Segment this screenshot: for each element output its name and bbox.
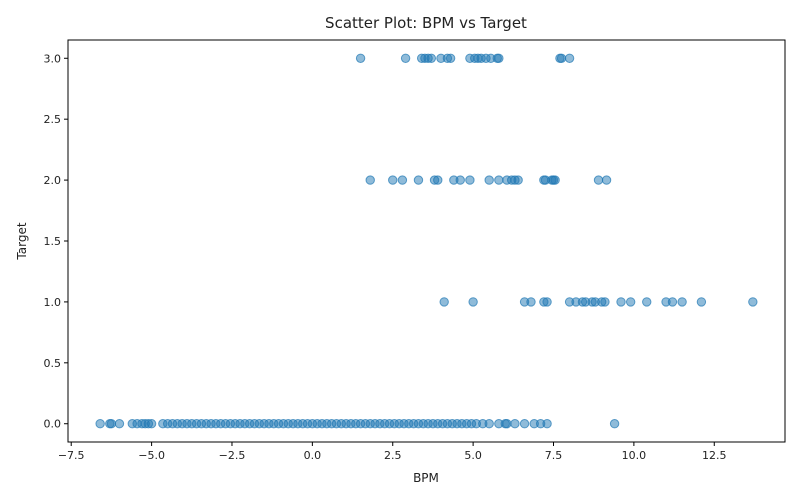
data-point <box>426 53 437 63</box>
data-point <box>388 175 398 185</box>
data-point <box>550 175 560 185</box>
data-point <box>609 419 620 429</box>
y-tick-label: 0.0 <box>44 418 62 431</box>
data-point <box>600 297 610 307</box>
x-tick-label: −5.0 <box>138 449 165 462</box>
data-point <box>510 419 520 429</box>
x-tick-label: −2.5 <box>219 449 246 462</box>
x-tick-label: 0.0 <box>304 449 322 462</box>
data-point <box>677 297 687 307</box>
y-tick-label: 3.0 <box>44 52 62 65</box>
chart-title: Scatter Plot: BPM vs Target <box>325 14 527 32</box>
x-tick-label: 12.5 <box>702 449 727 462</box>
data-point <box>455 175 465 185</box>
data-point <box>542 419 552 429</box>
y-tick-label: 2.5 <box>44 113 62 126</box>
data-point <box>642 297 652 307</box>
data-point <box>465 175 475 185</box>
data-point <box>696 297 707 307</box>
data-point <box>95 419 105 429</box>
x-tick-label: −7.5 <box>58 449 85 462</box>
y-axis-label: Target <box>15 222 29 260</box>
data-point <box>519 419 530 429</box>
data-point <box>748 297 758 307</box>
y-axis: 0.0 0.5 1.0 1.5 2.0 2.5 3.0 <box>44 52 68 431</box>
x-axis-label: BPM <box>413 471 439 485</box>
y-tick-label: 2.0 <box>44 174 62 187</box>
data-point <box>484 175 494 185</box>
data-point <box>556 53 567 63</box>
data-point <box>601 175 612 185</box>
data-points <box>95 53 758 429</box>
data-point <box>397 175 408 185</box>
data-point <box>106 419 117 429</box>
x-tick-label: 7.5 <box>545 449 563 462</box>
data-point <box>355 53 366 63</box>
x-tick-label: 2.5 <box>384 449 402 462</box>
data-point <box>625 297 636 307</box>
data-point <box>439 297 449 307</box>
data-point <box>114 419 125 429</box>
data-point <box>484 419 494 429</box>
data-point <box>445 53 456 63</box>
y-tick-label: 0.5 <box>44 357 62 370</box>
data-point <box>433 175 443 185</box>
x-tick-label: 10.0 <box>622 449 647 462</box>
data-point <box>564 53 575 63</box>
y-tick-label: 1.5 <box>44 235 62 248</box>
y-tick-label: 1.0 <box>44 296 62 309</box>
data-point <box>667 297 678 307</box>
data-point <box>542 297 552 307</box>
data-point <box>502 419 512 429</box>
data-point <box>468 297 478 307</box>
data-point <box>494 175 504 185</box>
x-axis: −7.5 −5.0 −2.5 0.0 2.5 5.0 7.5 10.0 12.5 <box>58 442 727 462</box>
data-point <box>593 175 604 185</box>
x-tick-label: 5.0 <box>464 449 482 462</box>
data-point <box>494 53 504 63</box>
data-point <box>616 297 626 307</box>
data-point <box>365 175 375 185</box>
data-point <box>526 297 536 307</box>
data-point <box>413 175 424 185</box>
data-point <box>146 419 157 429</box>
plot-frame <box>67 39 786 443</box>
data-point <box>513 175 523 185</box>
data-point <box>400 53 411 63</box>
